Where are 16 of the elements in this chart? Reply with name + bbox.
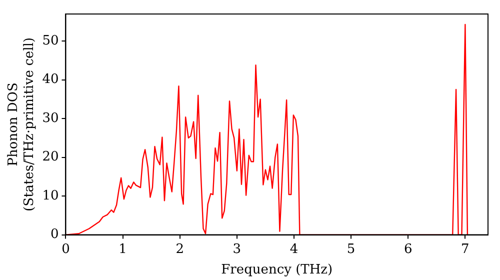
x-tick-label: 5 — [346, 242, 356, 257]
y-tick-label: 0 — [50, 227, 59, 242]
y-tick-label: 20 — [42, 150, 59, 165]
y-tick-label: 40 — [42, 72, 59, 88]
x-tick-label: 2 — [176, 242, 184, 257]
x-tick-label: 6 — [404, 242, 412, 257]
y-tick-label: 10 — [42, 188, 59, 204]
y-tick-label: 50 — [42, 33, 59, 48]
x-tick-label: 3 — [232, 242, 242, 257]
x-axis-title: Frequency (THz) — [221, 262, 333, 278]
y-tick-label: 30 — [42, 110, 59, 126]
x-tick-label: 4 — [290, 242, 298, 257]
y-axis-title: Phonon DOS (States/THz·primitive cell) — [6, 37, 37, 212]
x-tick-label: 1 — [118, 242, 127, 257]
x-tick-label: 7 — [461, 242, 470, 257]
x-tick-label: 0 — [62, 242, 70, 257]
